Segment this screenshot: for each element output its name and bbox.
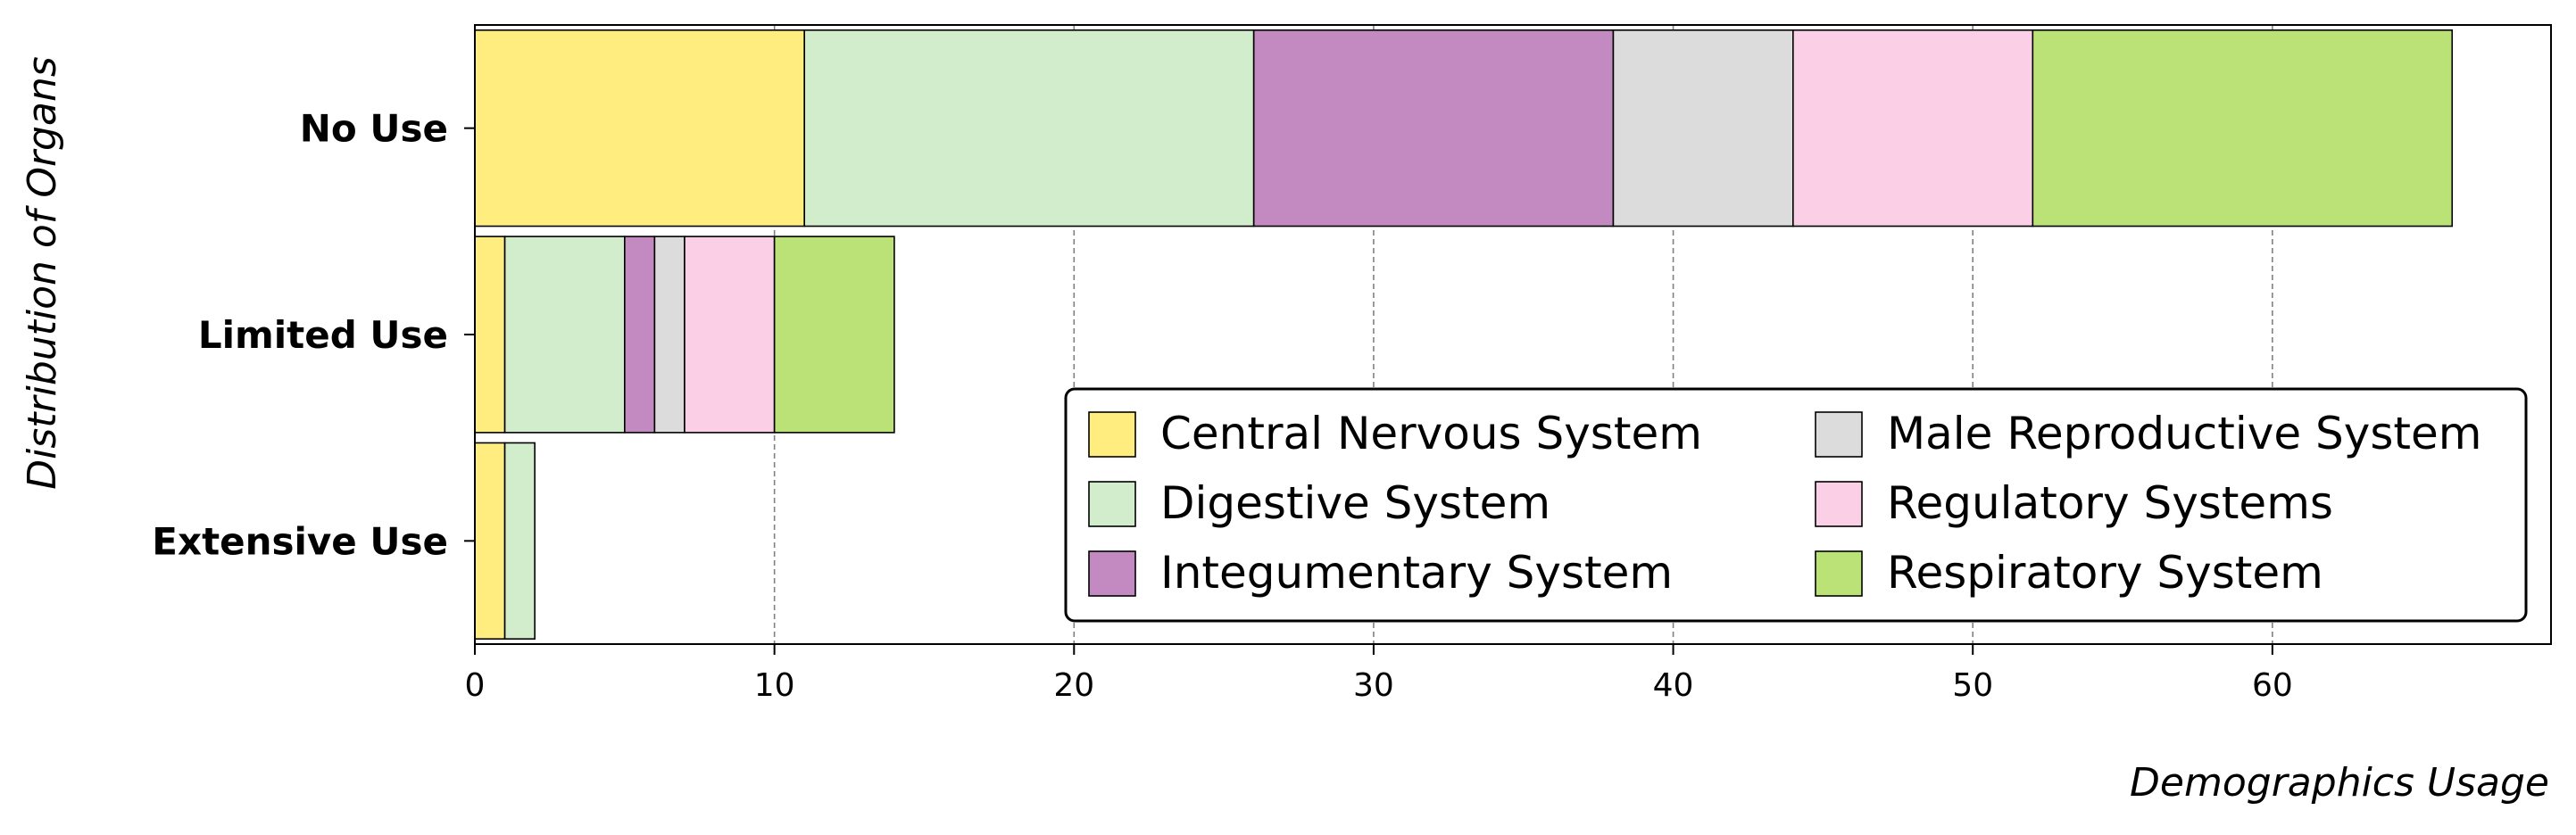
legend-swatch-male-reproductive-system [1815, 411, 1863, 458]
legend-box [1064, 387, 2528, 623]
legend-swatch-digestive-system [1088, 481, 1136, 527]
bar-limited-use-digestive-system [503, 236, 626, 434]
legend-label-respiratory-system: Respiratory System [1887, 547, 2323, 599]
x-axis: 0 10 20 30 40 50 60 [465, 644, 2293, 704]
bar-no-use-respiratory-system [2032, 29, 2454, 227]
x-tick-label-0: 0 [465, 667, 486, 704]
x-tick-label-30: 30 [1353, 667, 1394, 704]
legend: Central Nervous System Digestive System In… [1064, 387, 2528, 623]
bar-no-use-male-reproductive-system [1612, 29, 1794, 227]
legend-label-digestive-system: Digestive System [1160, 477, 1550, 529]
legend-label-regulatory-systems: Regulatory Systems [1887, 477, 2333, 529]
bar-limited-use-regulatory-systems [684, 236, 776, 434]
legend-label-male-reproductive-system: Male Reproductive System [1887, 408, 2481, 459]
bar-no-use-central-nervous-system [474, 29, 806, 227]
legend-label-central-nervous-system: Central Nervous System [1160, 408, 1702, 459]
legend-swatch-respiratory-system [1815, 550, 1863, 597]
legend-swatch-integumentary-system [1088, 550, 1136, 597]
y-axis-title: Distribution of Organs [20, 56, 65, 490]
y-tick-label-no-use: No Use [300, 107, 448, 151]
legend-swatch-regulatory-systems [1815, 481, 1863, 527]
y-tick-label-extensive-use: Extensive Use [152, 519, 448, 563]
bar-no-use-regulatory-systems [1792, 29, 2034, 227]
x-tick-label-60: 60 [2252, 667, 2293, 704]
bar-no-use-digestive-system [803, 29, 1255, 227]
x-axis-title: Demographics Usage [2130, 760, 2549, 806]
x-tick-label-50: 50 [1952, 667, 1993, 704]
y-axis: No Use Limited Use Extensive Use [152, 107, 475, 563]
bar-extensive-use-digestive-system [503, 442, 536, 641]
bar-limited-use-male-reproductive-system [653, 236, 686, 434]
bar-extensive-use-central-nervous-system [474, 442, 506, 641]
legend-swatch-central-nervous-system [1088, 411, 1136, 458]
legend-label-integumentary-system: Integumentary System [1160, 547, 1673, 599]
x-tick-label-20: 20 [1053, 667, 1094, 704]
x-tick-label-10: 10 [754, 667, 795, 704]
bar-limited-use-integumentary-system [624, 236, 656, 434]
x-tick-label-40: 40 [1653, 667, 1694, 704]
bars [474, 29, 2454, 641]
bar-limited-use-respiratory-system [773, 236, 895, 434]
bar-no-use-integumentary-system [1252, 29, 1615, 227]
y-tick-label-limited-use: Limited Use [198, 313, 448, 357]
bar-limited-use-central-nervous-system [474, 236, 506, 434]
